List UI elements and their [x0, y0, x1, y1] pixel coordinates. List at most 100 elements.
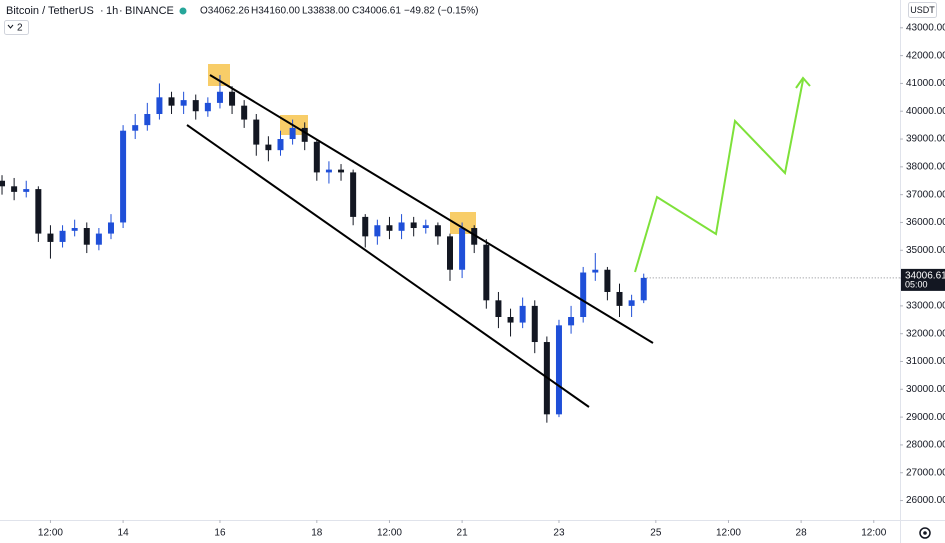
y-tick-label: 31000.00 [906, 356, 945, 367]
x-tick-label: 23 [553, 528, 565, 539]
ohlc-low: L33838.00 [302, 6, 350, 17]
exchange: BINANCE [125, 5, 174, 17]
candle-body [580, 272, 587, 318]
candle-body [132, 125, 139, 131]
ohlc-high: H34160.00 [251, 6, 300, 17]
candle-body [483, 244, 490, 301]
last-price-box [901, 268, 945, 291]
y-tick-label: 33000.00 [906, 301, 945, 312]
separator: · [100, 5, 104, 17]
countdown: 05:00 [905, 279, 928, 289]
candle-body [71, 228, 78, 231]
x-tick-label: 25 [650, 528, 662, 539]
chevron [7, 24, 14, 29]
x-tick-label: 12:00 [861, 528, 886, 539]
x-tick-label: 12:00 [38, 528, 63, 539]
last-price: 34006.61 [905, 271, 945, 282]
candle-body [156, 97, 163, 115]
candle-body [301, 127, 308, 142]
indicator-toggle[interactable] [4, 20, 29, 35]
gear-inner [923, 531, 927, 535]
x-tick-label: 28 [796, 528, 808, 539]
candle-body [374, 225, 381, 237]
candle-body [519, 305, 526, 323]
status-dot [179, 7, 187, 15]
candle-body [95, 233, 102, 245]
x-tick-label: 18 [311, 528, 323, 539]
y-tick-label: 37000.00 [906, 189, 945, 200]
candle-body [313, 141, 320, 173]
candle-body [216, 91, 223, 103]
x-tick-label: 12:00 [716, 528, 741, 539]
trend-line [209, 74, 654, 344]
candle-body [495, 300, 502, 318]
highlight-box [450, 212, 476, 234]
indicator-count: 2 [17, 23, 23, 34]
candle-body [640, 277, 647, 301]
candle-body [568, 317, 575, 326]
candle-body [447, 236, 453, 270]
y-tick-label: 42000.00 [906, 50, 945, 61]
candle-body [204, 102, 211, 112]
ohlc-close: C34006.61 [352, 6, 401, 17]
candle-body [434, 225, 441, 237]
candle-body [277, 139, 284, 151]
candle-body [120, 130, 127, 223]
y-tick-label: 28000.00 [906, 440, 945, 451]
candle-body [398, 222, 405, 231]
trend-line [186, 124, 590, 408]
ohlc-open: O34062.26 [200, 6, 250, 17]
y-tick-label: 43000.00 [906, 22, 945, 33]
candle-body [471, 228, 478, 245]
candle-body [35, 189, 42, 234]
gear-outer [919, 527, 931, 539]
x-tick-label: 12:00 [377, 528, 402, 539]
candle-body [362, 216, 369, 237]
projection-arrowhead [795, 76, 811, 89]
currency-button[interactable] [908, 2, 937, 18]
candle-body [325, 169, 332, 173]
x-tick-label: 21 [457, 528, 469, 539]
highlight-box [208, 64, 230, 86]
candle-body [229, 91, 236, 106]
candle-body [289, 127, 296, 140]
candle-body [555, 325, 562, 415]
candle-body [507, 317, 514, 323]
candle-body [107, 222, 114, 234]
x-tick-label: 14 [118, 528, 130, 539]
y-tick-label: 39000.00 [906, 134, 945, 145]
candle-body [241, 105, 248, 120]
candle-body [410, 222, 417, 229]
candle-body [180, 100, 187, 106]
candle-body [459, 228, 466, 270]
candle-body [23, 189, 30, 192]
candle-body [0, 180, 6, 187]
candle-body [338, 169, 345, 173]
candle-body [265, 144, 272, 151]
y-tick-label: 29000.00 [906, 412, 945, 423]
y-tick-label: 36000.00 [906, 217, 945, 228]
y-tick-label: 41000.00 [906, 78, 945, 89]
interval: 1h [106, 5, 118, 17]
candle-body [616, 291, 623, 306]
currency: USDT [910, 5, 935, 15]
y-tick-label: 40000.00 [906, 106, 945, 117]
candle-body [11, 186, 18, 192]
separator: · [119, 5, 123, 17]
x-tick-label: 16 [214, 528, 226, 539]
candle-body [168, 97, 175, 106]
y-tick-label: 30000.00 [906, 384, 945, 395]
candle-body [592, 269, 599, 273]
candle-body [47, 233, 54, 242]
candle-body [59, 230, 66, 242]
candle-body [422, 225, 429, 229]
symbol: Bitcoin / TetherUS [6, 5, 94, 17]
candle-body [350, 172, 357, 217]
projection-path [634, 79, 804, 273]
candle-body [628, 300, 635, 306]
settings-icon[interactable] [919, 527, 931, 539]
candle-body [144, 114, 151, 126]
